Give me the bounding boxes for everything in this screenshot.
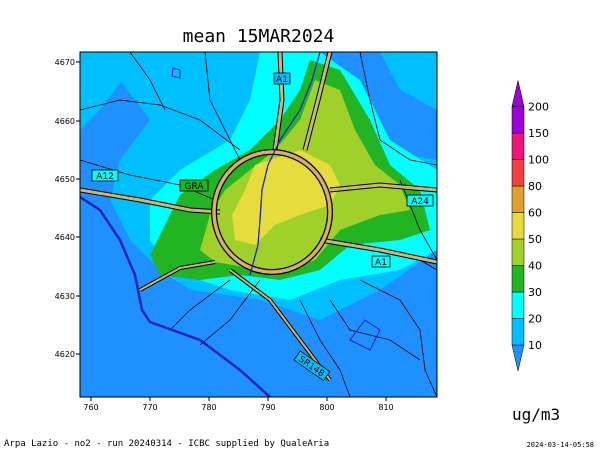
footer-timestamp: 2024-03-14-05:58: [526, 441, 594, 449]
x-tick-label: 760: [83, 403, 98, 412]
colorbar-segment: [511, 185, 525, 213]
road-label-a1-south: A1: [375, 258, 387, 268]
x-tick-label: 800: [319, 403, 334, 412]
colorbar-segment: [511, 344, 525, 372]
road-label-a1-north: A1: [276, 75, 288, 85]
colorbar-label: 80: [528, 180, 542, 193]
colorbar-label: 20: [528, 313, 542, 326]
colorbar-label: 50: [528, 233, 542, 246]
unit-label: ug/m3: [512, 405, 561, 424]
colorbar-label: 100: [528, 154, 549, 167]
x-tick-label: 810: [378, 403, 393, 412]
colorbar-segment: [511, 265, 525, 293]
x-tick-label: 780: [201, 403, 216, 412]
colorbar-segment: [511, 212, 525, 240]
y-tick-label: 4670: [55, 58, 75, 67]
y-tick-label: 4640: [55, 233, 75, 242]
y-tick-label: 4650: [55, 175, 75, 184]
colorbar-segment: [511, 159, 525, 187]
colorbar: 10 20 30 40 50 60 80 100 150 200: [511, 80, 549, 372]
x-tick-label: 770: [142, 403, 157, 412]
rivers-and-coast: [80, 52, 321, 397]
y-tick-label: 4620: [55, 350, 75, 359]
x-tick-label: 790: [260, 403, 275, 412]
colorbar-segment: [511, 132, 525, 160]
x-axis: 760 770 780 790 800 810: [83, 397, 394, 412]
road-label-a24: A24: [411, 197, 429, 207]
colorbar-segment: [511, 238, 525, 266]
sea: [80, 197, 270, 397]
colorbar-label: 200: [528, 101, 549, 114]
y-tick-label: 4660: [55, 117, 75, 126]
colorbar-segment: [511, 106, 525, 134]
y-axis: 4670 4660 4650 4640 4630 4620: [55, 58, 80, 359]
colorbar-label: 150: [528, 127, 549, 140]
map-title: mean 15MAR2024: [182, 26, 335, 47]
road-network: [80, 52, 437, 382]
road-label-a12: A12: [96, 172, 114, 182]
colorbar-label: 60: [528, 207, 542, 220]
footer-credits: Arpa Lazio - no2 - run 20240314 - ICBC s…: [4, 439, 330, 449]
colorbar-label: 40: [528, 260, 542, 273]
colorbar-segment: [511, 318, 525, 346]
colorbar-label: 30: [528, 286, 542, 299]
y-tick-label: 4630: [55, 292, 75, 301]
road-label-gra: GRA: [184, 182, 204, 192]
colorbar-label: 10: [528, 339, 542, 352]
map-frame: [79, 51, 438, 398]
colorbar-segment: [511, 80, 525, 107]
colorbar-segment: [511, 291, 525, 319]
